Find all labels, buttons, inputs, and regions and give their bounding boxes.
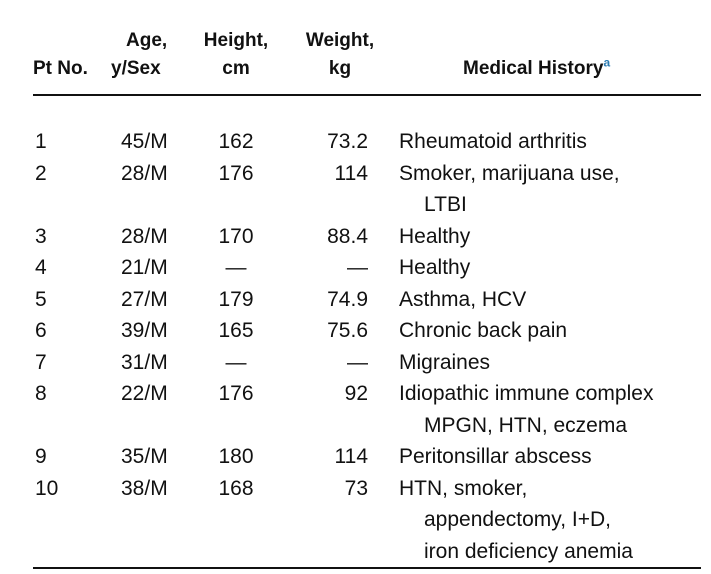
header-weight-line1: Weight, — [305, 30, 375, 51]
header-height-line2: cm — [222, 58, 250, 79]
cell-weight: 114 — [334, 161, 368, 185]
cell-medical-history: Idiopathic immune complex — [399, 382, 654, 405]
bottom-rule — [33, 567, 701, 569]
cell-age-sex: 27/M — [121, 287, 168, 311]
header-height-line1: Height, — [203, 30, 269, 51]
cell-age-sex: 39/M — [121, 319, 168, 342]
cell-height: — — [225, 350, 247, 374]
cell-pt-no: 10 — [35, 476, 59, 500]
header-pt-no: Pt No. — [33, 58, 88, 79]
cell-age-sex: 35/M — [121, 445, 168, 468]
cell-height: 176 — [218, 161, 254, 185]
cell-weight: 73.2 — [327, 130, 368, 153]
cell-medical-history: Healthy — [399, 256, 471, 279]
cell-pt-no: 5 — [35, 287, 47, 311]
cell-age-sex: 28/M — [121, 224, 168, 248]
cell-age-sex: 21/M — [121, 256, 168, 279]
cell-medical-history: HTN, smoker, — [399, 476, 528, 500]
header-weight-line2: kg — [328, 58, 352, 79]
cell-pt-no: 4 — [35, 256, 47, 279]
cell-weight: 75.6 — [327, 319, 368, 342]
cell-weight: 88.4 — [327, 224, 368, 248]
cell-medical-history: Rheumatoid arthritis — [399, 130, 587, 153]
cell-pt-no: 9 — [35, 445, 47, 468]
cell-medical-history: LTBI — [424, 193, 467, 216]
cell-age-sex: 31/M — [121, 350, 168, 374]
cell-pt-no: 6 — [35, 319, 47, 342]
cell-medical-history: Peritonsillar abscess — [399, 445, 592, 468]
cell-medical-history: Healthy — [399, 224, 471, 248]
cell-weight: 73 — [344, 476, 368, 500]
cell-weight: 74.9 — [327, 287, 368, 311]
cell-pt-no: 3 — [35, 224, 47, 248]
cell-medical-history: iron deficiency anemia — [424, 539, 633, 563]
cell-height: 168 — [218, 476, 254, 500]
cell-pt-no: 2 — [35, 161, 47, 185]
cell-medical-history: Migraines — [399, 350, 491, 374]
cell-age-sex: 22/M — [121, 382, 168, 405]
cell-medical-history: appendectomy, I+D, — [424, 508, 611, 531]
cell-height: 176 — [218, 382, 254, 405]
cell-pt-no: 7 — [35, 350, 47, 374]
header-medical-history: Medical Historya — [463, 55, 611, 79]
cell-weight: — — [347, 350, 368, 374]
cell-weight: 114 — [334, 445, 368, 468]
header-age-line1: Age, — [126, 30, 168, 51]
cell-height: 180 — [218, 445, 254, 468]
cell-weight: 92 — [344, 382, 368, 405]
cell-height: 165 — [218, 319, 254, 342]
header-age-line2: y/Sex — [111, 58, 161, 79]
footnote-marker: a — [603, 55, 611, 70]
cell-medical-history: MPGN, HTN, eczema — [424, 413, 628, 437]
cell-pt-no: 8 — [35, 382, 47, 405]
cell-height: — — [225, 256, 247, 279]
cell-medical-history: Chronic back pain — [399, 319, 568, 342]
cell-age-sex: 45/M — [121, 130, 168, 153]
cell-pt-no: 1 — [35, 130, 47, 153]
cell-height: 170 — [218, 224, 254, 248]
cell-height: 162 — [218, 130, 254, 153]
cell-age-sex: 28/M — [121, 161, 168, 185]
cell-medical-history: Smoker, marijuana use, — [399, 161, 620, 185]
header-rule — [33, 94, 701, 96]
cell-age-sex: 38/M — [121, 476, 168, 500]
cell-medical-history: Asthma, HCV — [399, 287, 527, 311]
cell-height: 179 — [218, 287, 254, 311]
cell-weight: — — [347, 256, 368, 279]
